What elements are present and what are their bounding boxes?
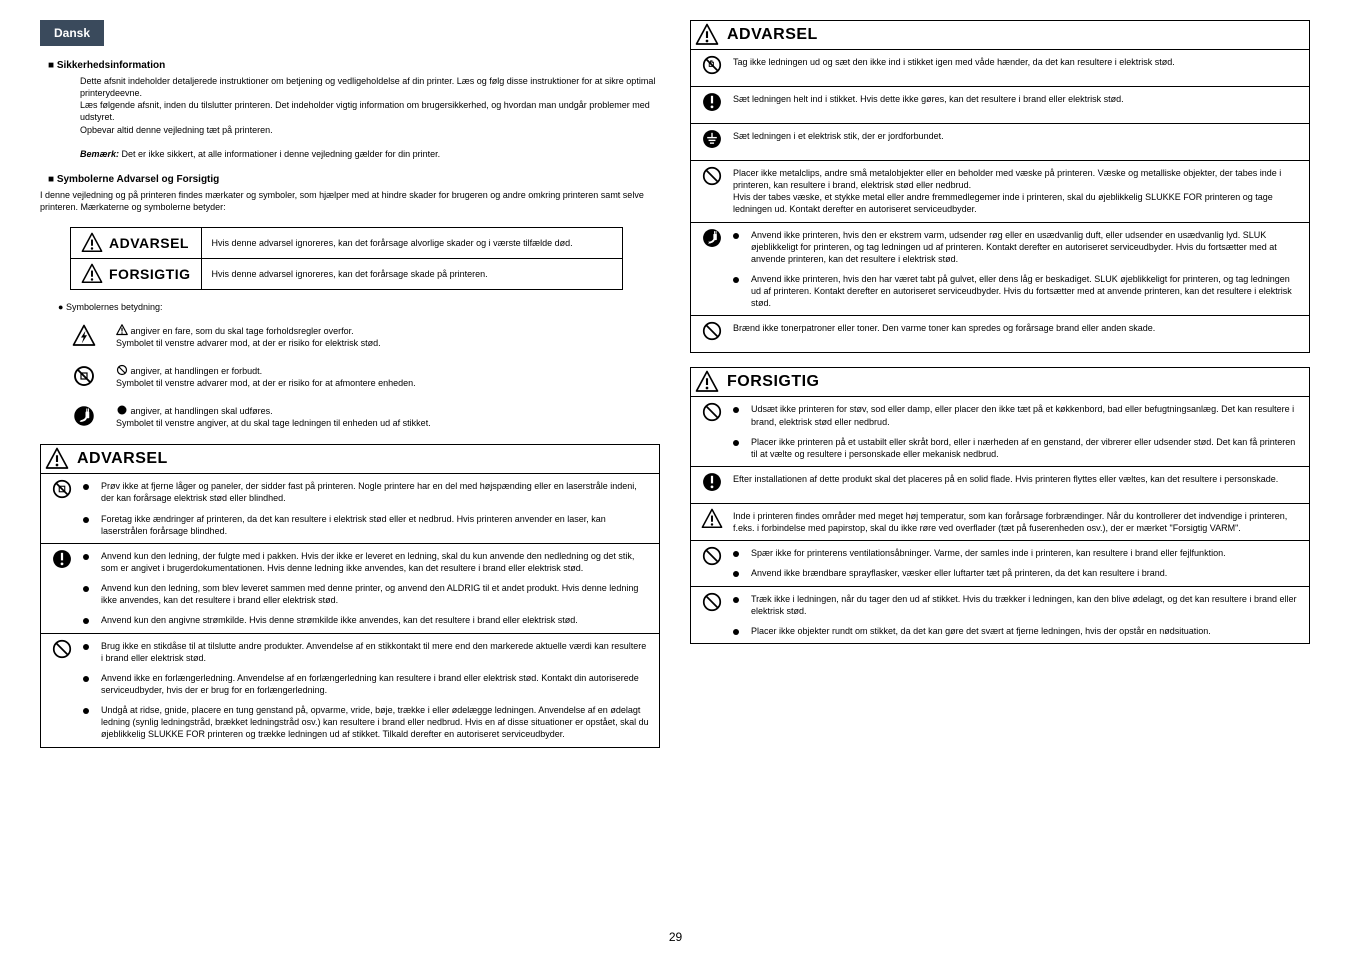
no-wet-hand-icon [701, 54, 723, 76]
mandatory-icon [701, 471, 723, 493]
warning-item: Sæt ledningen helt ind i stikket. Hvis d… [733, 87, 1309, 111]
triangle-inline-icon [116, 324, 128, 336]
warning-item: Placer ikke metalclips, andre små metalo… [733, 167, 1299, 191]
label-advarsel-desc: Hvis denne advarsel ignoreres, kan det f… [201, 228, 622, 259]
warning-item: Tag ikke ledningen ud og sæt den ikke in… [733, 50, 1309, 74]
prohibit-icon [701, 545, 723, 567]
symbols-intro: ● Symbolernes betydning: [58, 302, 660, 312]
prohibit-icon [701, 320, 723, 342]
warning-triangle-icon [81, 232, 103, 254]
caution-triangle-icon [695, 370, 719, 394]
prohibit-icon [701, 165, 723, 187]
section2-heading: ■ Symbolerne Advarsel og Forsigtig [48, 174, 660, 185]
warning-item: Sæt ledningen i et elektrisk stik, der e… [733, 124, 1309, 148]
unplug-icon [701, 227, 723, 249]
mandatory-icon [51, 548, 73, 570]
warning-item: Brænd ikke tonerpatroner eller toner. De… [733, 316, 1309, 340]
prohibit-inline-icon [116, 364, 128, 376]
warning-triangle-icon [695, 23, 719, 47]
caution-item: Inde i printeren findes områder med mege… [733, 504, 1309, 540]
right-advarsel-heading: ADVARSEL [727, 26, 818, 44]
caution-triangle-icon [81, 263, 103, 285]
symbols-list: angiver en fare, som du skal tage forhol… [70, 324, 660, 430]
right-advarsel-panel: ADVARSEL Tag ikke ledningen ud og sæt de… [690, 20, 1310, 353]
warning-item: Anvend kun den ledning, som blev leveret… [83, 582, 649, 606]
caution-item: Placer ikke printeren på et ustabilt ell… [733, 436, 1299, 460]
caution-item: Udsæt ikke printeren for støv, sod eller… [733, 403, 1299, 427]
warning-item: Anvend kun den angivne strømkilde. Hvis … [83, 614, 649, 626]
warning-item: Anvend ikke printeren, hvis den har være… [733, 273, 1299, 309]
right-forsigtig-panel: FORSIGTIG Udsæt ikke printeren for støv,… [690, 367, 1310, 644]
label-forsigtig-desc: Hvis denne advarsel ignoreres, kan det f… [201, 259, 622, 290]
section1-heading: ■ Sikkerhedsinformation [48, 60, 660, 71]
warning-item: Anvend ikke en forlængerledning. Anvende… [83, 672, 649, 696]
warning-item: Brug ikke en stikdåse til at tilslutte a… [83, 640, 649, 664]
prohibit-icon [701, 401, 723, 423]
warning-item: Prøv ikke at fjerne låger og paneler, de… [83, 480, 649, 504]
caution-item: Træk ikke i ledningen, når du tager den … [733, 593, 1299, 617]
unplug-icon [72, 404, 96, 428]
language-badge: Dansk [40, 20, 104, 46]
page-number: 29 [0, 930, 1351, 944]
hazard-triangle-icon [72, 324, 96, 348]
ground-icon [701, 128, 723, 150]
left-advarsel-heading: ADVARSEL [77, 450, 168, 468]
label-table: ADVARSEL Hvis denne advarsel ignoreres, … [70, 227, 623, 290]
right-forsigtig-heading: FORSIGTIG [727, 373, 820, 391]
left-column: Dansk ■ Sikkerhedsinformation Dette afsn… [40, 20, 660, 762]
prohibit-disassembly-icon [72, 364, 96, 388]
warning-item: Undgå at ridse, gnide, placere en tung g… [83, 704, 649, 740]
caution-item: Anvend ikke brændbare sprayflasker, væsk… [733, 567, 1299, 579]
warning-triangle-icon [45, 447, 69, 471]
caution-item: Spær ikke for printerens ventilationsåbn… [733, 547, 1299, 559]
label-advarsel: ADVARSEL [109, 235, 189, 251]
left-advarsel-panel: ADVARSEL Prøv ikke at fjerne låger og pa… [40, 444, 660, 747]
mandatory-icon [701, 91, 723, 113]
prohibit-icon [701, 591, 723, 613]
section2-body: I denne vejledning og på printeren finde… [40, 189, 660, 213]
label-forsigtig: FORSIGTIG [109, 266, 191, 282]
warning-item: Foretag ikke ændringer af printeren, da … [83, 513, 649, 537]
right-column: ADVARSEL Tag ikke ledningen ud og sæt de… [690, 20, 1310, 762]
mandatory-inline-icon [116, 404, 128, 416]
section1-body: Dette afsnit indeholder detaljerede inst… [80, 75, 660, 160]
prohibit-disassembly-icon [51, 478, 73, 500]
warning-item: Anvend ikke printeren, hvis den er ekstr… [733, 229, 1299, 265]
caution-item: Efter installationen af dette produkt sk… [733, 467, 1309, 491]
hot-surface-icon [701, 508, 723, 530]
prohibit-icon [51, 638, 73, 660]
caution-item: Placer ikke objekter rundt om stikket, d… [733, 625, 1299, 637]
warning-item: Hvis der tabes væske, et stykke metal el… [733, 191, 1299, 215]
warning-item: Anvend kun den ledning, der fulgte med i… [83, 550, 649, 574]
